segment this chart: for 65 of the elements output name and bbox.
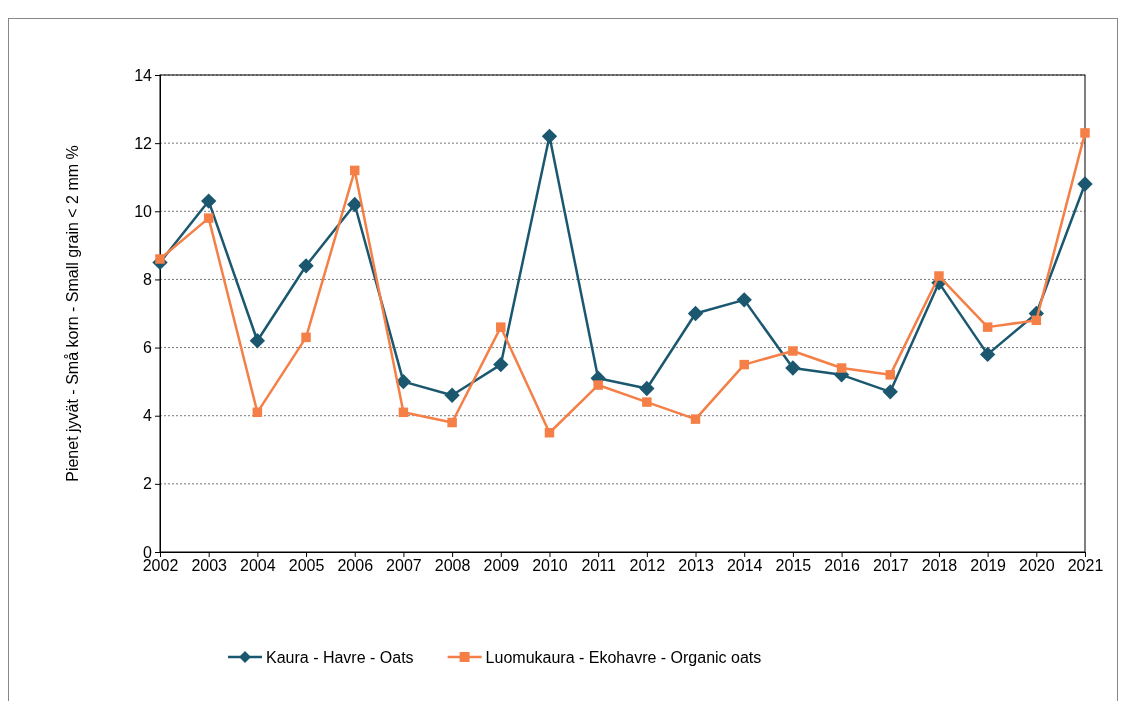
x-tick-label: 2012 xyxy=(629,557,666,575)
point xyxy=(982,322,993,332)
x-tick-label: 2005 xyxy=(288,557,325,575)
legend-label: Luomukaura - Ekohavre - Organic oats xyxy=(485,649,762,666)
point xyxy=(836,363,847,373)
x-tick-label: 2011 xyxy=(581,557,616,575)
x-tick-label: 2020 xyxy=(1019,557,1055,575)
x-tick-label: 2013 xyxy=(678,557,714,575)
x-tick-label: 2008 xyxy=(434,557,471,575)
point xyxy=(444,387,460,403)
point xyxy=(739,359,749,370)
x-tick-label: 2019 xyxy=(970,557,1007,575)
x-tick-label: 2006 xyxy=(337,557,374,575)
point xyxy=(885,370,896,380)
y-tick-label: 8 xyxy=(143,271,153,289)
point xyxy=(203,213,214,223)
point xyxy=(298,258,314,274)
x-tick-label: 2004 xyxy=(240,557,276,575)
point xyxy=(349,165,360,176)
point xyxy=(1077,176,1093,192)
point xyxy=(496,322,506,332)
point xyxy=(395,373,412,390)
point xyxy=(447,417,457,428)
point xyxy=(736,292,752,308)
y-tick-label: 12 xyxy=(134,134,153,152)
x-tick-label: 2021 xyxy=(1067,557,1104,575)
point xyxy=(687,305,704,322)
point xyxy=(979,346,996,363)
legend-label: Kaura - Havre - Oats xyxy=(266,649,414,666)
point xyxy=(1080,128,1090,138)
point xyxy=(690,414,701,424)
x-tick-label: 2007 xyxy=(386,557,422,575)
point xyxy=(347,196,363,213)
x-tick-label: 2009 xyxy=(483,557,520,575)
point xyxy=(788,346,798,356)
x-tick-label: 2016 xyxy=(824,557,860,575)
y-tick-label: 2 xyxy=(143,475,153,493)
point xyxy=(155,254,165,264)
x-tick-label: 2002 xyxy=(142,557,179,575)
x-tick-label: 2018 xyxy=(921,557,958,575)
y-tick-label: 4 xyxy=(143,407,153,425)
point xyxy=(785,360,801,376)
point xyxy=(252,407,263,418)
point xyxy=(201,193,217,209)
x-tick-label: 2010 xyxy=(532,557,568,575)
x-tick-label: 2015 xyxy=(775,557,812,575)
point xyxy=(593,380,603,390)
y-tick-label: 6 xyxy=(143,339,153,357)
point xyxy=(544,428,555,438)
x-tick-label: 2014 xyxy=(726,557,763,575)
point xyxy=(301,332,311,343)
point xyxy=(639,380,655,397)
point xyxy=(398,407,409,418)
y-axis-title: Pienet jyvät - Små korn - Small grain < 2 mm % xyxy=(64,145,81,482)
x-tick-label: 2017 xyxy=(872,557,909,575)
point xyxy=(882,384,898,400)
point xyxy=(249,333,266,349)
y-tick-label: 10 xyxy=(134,202,153,220)
point xyxy=(1031,315,1042,326)
point xyxy=(541,128,558,144)
point xyxy=(493,356,509,373)
point xyxy=(642,397,652,407)
y-tick-label: 14 xyxy=(134,66,153,84)
point xyxy=(934,271,944,281)
x-tick-label: 2003 xyxy=(191,557,228,575)
